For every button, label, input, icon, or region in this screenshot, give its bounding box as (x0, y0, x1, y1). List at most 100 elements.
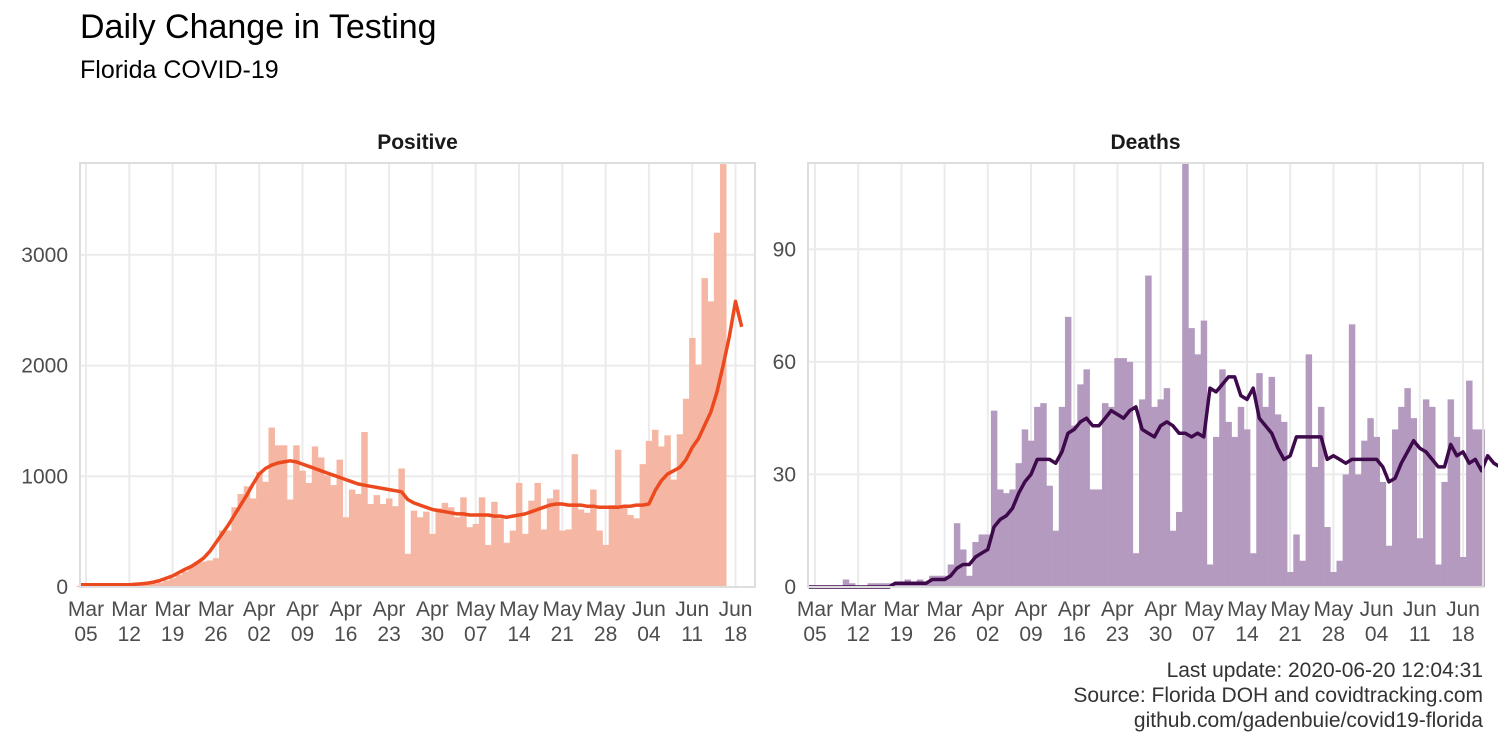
bar (540, 529, 548, 587)
bar (960, 549, 967, 587)
caption-github: github.com/gadenbuie/covid19-florida (1133, 709, 1483, 732)
caption-last-update: Last update: 2020-06-20 12:04:31 (1166, 659, 1483, 682)
x-tick-label: Mar 05 (797, 598, 833, 646)
y-tick-label: 60 (773, 351, 796, 374)
bar (1459, 556, 1467, 587)
bar (274, 445, 282, 587)
bar (330, 485, 337, 587)
x-tick-label: Mar 19 (883, 598, 919, 646)
bar (910, 583, 918, 587)
bar (509, 530, 517, 587)
bar (1243, 429, 1251, 587)
bar (429, 533, 436, 587)
bar (503, 542, 511, 587)
x-tick-label: Jun 18 (1446, 598, 1480, 646)
bar (200, 561, 207, 587)
bar (1176, 511, 1183, 587)
bar (1293, 534, 1300, 587)
bar (342, 517, 350, 587)
bar (150, 583, 158, 587)
bar (1422, 399, 1430, 587)
bar (1157, 399, 1164, 587)
bar (336, 459, 344, 587)
bar (1120, 358, 1127, 587)
x-tick-label: May 14 (499, 598, 539, 646)
bar (1219, 369, 1226, 587)
bar (528, 500, 535, 587)
x-tick-label: Jun 04 (1360, 598, 1394, 646)
panel-title-positive: Positive (377, 131, 458, 154)
bar (1083, 369, 1090, 587)
bar (1392, 429, 1399, 587)
bar (701, 278, 708, 587)
bar (386, 498, 393, 587)
bar (682, 398, 690, 587)
bar (676, 434, 684, 587)
bar (1324, 526, 1331, 587)
bar (1021, 429, 1029, 587)
bar (447, 507, 455, 587)
bar (953, 523, 961, 587)
bar (1213, 436, 1220, 587)
bar (602, 544, 609, 587)
bar (1040, 403, 1047, 587)
bar (1256, 373, 1263, 587)
bar (941, 575, 948, 587)
bar (658, 446, 665, 587)
bar (546, 498, 554, 587)
bar (1194, 354, 1202, 587)
bar (1052, 530, 1060, 587)
trend-line (79, 299, 744, 587)
bar (392, 506, 399, 587)
bar (144, 584, 152, 587)
bar (1064, 316, 1072, 587)
bar (188, 567, 195, 587)
caption-source: Source: Florida DOH and covidtracking.co… (1073, 684, 1483, 707)
bar (225, 530, 232, 587)
x-tick-label: Jun 11 (1403, 598, 1437, 646)
bar (1231, 436, 1239, 587)
bar (1151, 406, 1158, 587)
bar (1398, 406, 1405, 587)
bar (639, 464, 647, 587)
bar (577, 509, 585, 587)
bar (627, 515, 634, 587)
bar (1071, 425, 1078, 587)
bar (1355, 474, 1362, 587)
bar (596, 530, 603, 587)
bar (355, 494, 362, 587)
bar (305, 482, 313, 587)
bar (1404, 388, 1411, 587)
bar (175, 574, 183, 587)
bar (1126, 361, 1134, 587)
bar (287, 499, 294, 587)
bar (1268, 376, 1276, 587)
bar (645, 440, 653, 587)
x-tick-label: Mar 19 (155, 598, 191, 646)
bar (633, 518, 640, 587)
chart-title: Daily Change in Testing (80, 8, 437, 46)
bar (1429, 406, 1436, 587)
x-tick-label: Jun 04 (632, 598, 666, 646)
bar (249, 498, 257, 587)
bar (212, 558, 220, 587)
bar (1095, 489, 1103, 587)
bar (1262, 406, 1269, 587)
x-tick-label: Apr 23 (1101, 598, 1134, 646)
bar (1009, 489, 1016, 587)
bar (163, 580, 170, 587)
bar (664, 435, 671, 587)
bar (441, 502, 449, 587)
bar (324, 475, 331, 587)
bar (466, 527, 473, 587)
bar (231, 507, 238, 587)
x-tick-label: May 21 (542, 598, 582, 646)
x-tick-label: Mar 12 (111, 598, 147, 646)
bar (1077, 384, 1084, 587)
bar (256, 471, 263, 587)
bar (367, 503, 374, 587)
bar (299, 470, 306, 587)
bar (972, 541, 979, 587)
x-tick-label: Apr 09 (1015, 598, 1048, 646)
